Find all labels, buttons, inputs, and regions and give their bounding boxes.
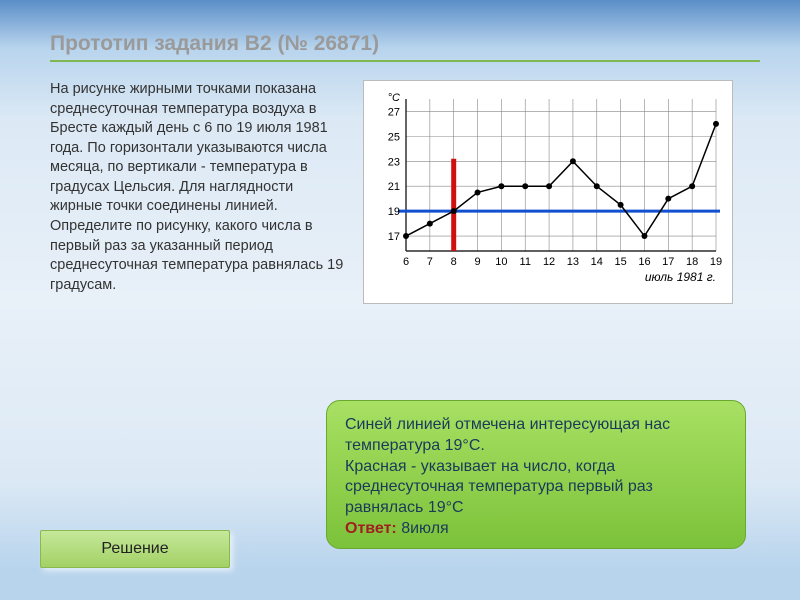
svg-text:23: 23 — [388, 156, 400, 168]
answer-value: 8июля — [401, 520, 448, 537]
svg-text:15: 15 — [614, 256, 626, 268]
svg-text:°C: °C — [388, 92, 400, 104]
svg-text:13: 13 — [567, 256, 579, 268]
svg-text:18: 18 — [686, 256, 698, 268]
bubble-line-1: Синей линией отмечена интересующая нас т… — [345, 415, 727, 457]
svg-text:11: 11 — [520, 256, 531, 268]
svg-text:7: 7 — [427, 256, 433, 268]
svg-text:8: 8 — [451, 256, 457, 268]
svg-text:9: 9 — [474, 256, 480, 268]
problem-text: На рисунке жирными точками показана сред… — [50, 80, 345, 304]
slide-title: Прототип задания B2 (№ 26871) — [50, 32, 760, 62]
answer-label: Ответ: — [345, 520, 397, 537]
explanation-bubble: Синей линией отмечена интересующая нас т… — [326, 400, 746, 549]
svg-text:июль 1981 г.: июль 1981 г. — [645, 270, 716, 284]
bubble-answer: Ответ: 8июля — [345, 519, 727, 540]
svg-text:14: 14 — [591, 256, 603, 268]
svg-text:12: 12 — [543, 256, 555, 268]
svg-text:10: 10 — [495, 256, 507, 268]
temperature-chart: 17 19 21 23 25 27 °C 6 7 8 9 10 11 12 13 14 15 16 17 18 19 ию… — [363, 80, 733, 304]
svg-text:19: 19 — [710, 256, 722, 268]
svg-text:6: 6 — [403, 256, 409, 268]
svg-text:17: 17 — [662, 256, 674, 268]
solution-button[interactable]: Решение — [40, 530, 230, 568]
svg-text:21: 21 — [388, 181, 400, 193]
svg-text:16: 16 — [638, 256, 650, 268]
svg-text:25: 25 — [388, 131, 400, 143]
svg-text:27: 27 — [388, 106, 400, 118]
svg-text:17: 17 — [388, 231, 400, 243]
bubble-line-2: Красная - указывает на число, когда сред… — [345, 457, 727, 519]
svg-text:19: 19 — [388, 206, 400, 218]
